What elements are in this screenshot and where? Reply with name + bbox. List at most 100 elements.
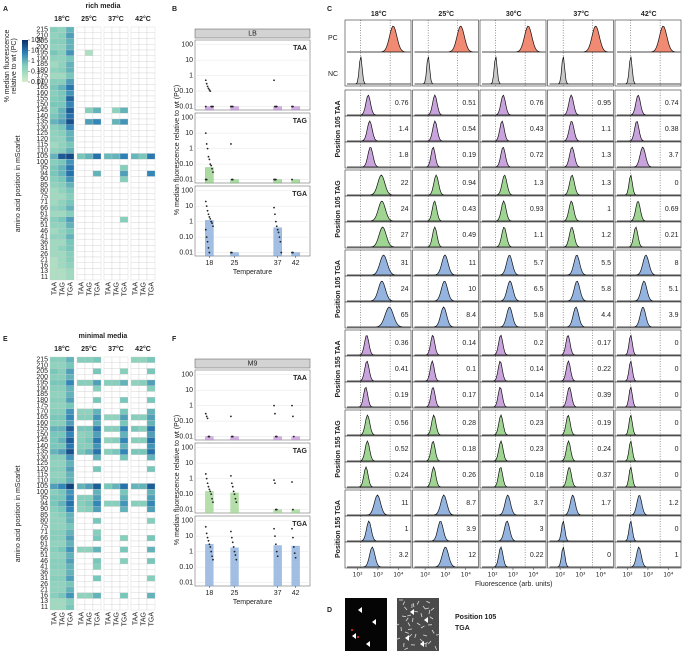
cell-texture [420,613,423,618]
cell-frame [479,409,547,437]
heat-cell [49,251,59,258]
heat-cell [92,420,102,427]
heat-cell [76,72,86,79]
heat-cell [119,49,129,56]
heat-cell [138,558,148,565]
data-point [234,554,237,556]
heat-cell [57,67,67,74]
heat-cell [103,569,113,576]
density-curve [617,414,681,436]
heat-cell [119,414,129,421]
heat-cell [138,124,148,131]
row-label: 100 [36,489,48,496]
heat-cell [119,362,129,369]
density-curve [414,25,478,53]
heat-cell [130,385,140,392]
heat-cell [65,176,75,183]
heat-cell [92,489,102,496]
heat-cell [146,558,156,565]
percent-label: 0.69 [665,206,679,213]
heat-cell [49,164,59,171]
heat-cell [49,274,59,281]
heat-cell [119,256,129,263]
heat-cell [92,136,102,143]
heat-cell [65,391,75,398]
heat-cell [76,379,86,386]
y-tick-label: 100 [181,518,193,525]
colorbar [22,40,28,82]
heat-cell [49,49,59,56]
percent-label: 5.1 [669,286,679,293]
heat-cell [138,107,148,114]
heat-cell [57,187,67,194]
heat-cell [76,153,86,160]
heat-cell [138,130,148,137]
heat-cell [130,118,140,125]
percent-label: 0.17 [597,340,611,347]
facet-codon-label: TAG [293,118,308,125]
heat-cell [92,598,102,605]
row-label: 200 [36,44,48,51]
heat-cell [57,170,67,177]
heat-cell [146,431,156,438]
heat-cell [130,95,140,102]
heat-cell [49,575,59,582]
heat-cell [103,193,113,200]
heat-cell [103,136,113,143]
heat-cell [92,153,102,160]
heat-cell [146,32,156,39]
data-point [235,558,238,561]
heat-cell [119,425,129,432]
heat-cell [130,454,140,461]
heat-cell [49,90,59,97]
heat-cell [111,78,121,85]
y-tick-label: 0.01 [179,249,193,256]
data-point [231,178,234,181]
percent-label: 1.7 [601,500,611,507]
heat-cell [111,425,121,432]
heat-cell [84,26,94,33]
heat-cell [130,604,140,611]
heat-cell [57,563,67,570]
row-label: 205 [36,368,48,375]
heat-cell [119,546,129,553]
heat-cell [130,32,140,39]
heat-cell [49,368,59,375]
percent-label: 0 [675,420,679,427]
heat-cell [130,368,140,375]
data-point [275,225,278,228]
heat-cell [130,124,140,131]
heat-cell [65,256,75,263]
heat-cell [92,222,102,229]
row-label: 135 [36,449,48,456]
heat-cell [65,49,75,56]
heat-cell [119,529,129,536]
heat-cell [65,586,75,593]
heat-cell [138,437,148,444]
heat-cell [146,454,156,461]
heat-cell [92,228,102,235]
heat-cell [84,489,94,496]
heat-cell [92,55,102,62]
cell-texture [412,617,414,623]
heat-cell [57,262,67,269]
heat-cell [57,477,67,484]
cell-texture [396,637,401,640]
heat-cell [49,141,59,148]
heat-cell [119,517,129,524]
heat-cell [76,130,86,137]
heat-cell [119,136,129,143]
heat-cell [138,61,148,68]
heat-cell [111,374,121,381]
heat-cell [65,483,75,490]
percent-label: 5.8 [601,286,611,293]
control-frame [547,19,614,87]
data-point [204,79,207,82]
bar [273,545,282,587]
heat-cell [84,535,94,542]
cell-frame [479,141,547,169]
heat-cell [138,113,148,120]
cell-texture [407,622,411,627]
heat-cell [76,535,86,542]
codon-label: TGA [94,282,101,297]
